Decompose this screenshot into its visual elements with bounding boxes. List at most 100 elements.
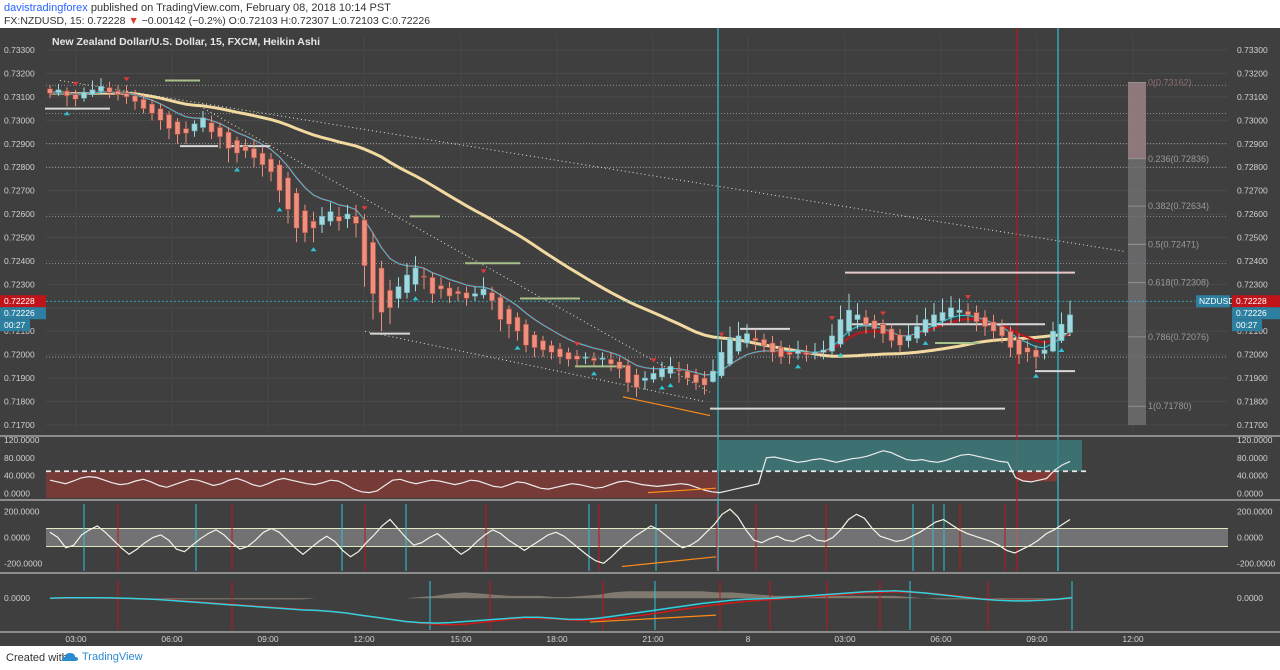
candle-body: [98, 86, 104, 92]
fractal-marker-teal: [64, 111, 70, 116]
y-tick-label-left: 0.73300: [4, 45, 35, 55]
publish-info: published on TradingView.com, February 0…: [90, 2, 391, 14]
candle-body: [489, 292, 495, 302]
price-tag-right-bg: [1232, 295, 1280, 308]
tradingview-cloud-icon: [62, 653, 78, 661]
fib-level-label: 0.786(0.72076): [1148, 332, 1209, 342]
y-tick-label-right: 40.0000: [1237, 471, 1268, 481]
fractal-marker-teal: [412, 296, 419, 301]
candle-body: [803, 352, 810, 355]
fractal-marker-teal: [667, 383, 674, 388]
y-tick-label-right: 0.73000: [1237, 115, 1268, 125]
y-tick-label-right: 0.0000: [1237, 489, 1263, 499]
candle-body: [599, 357, 606, 360]
candle-body: [531, 334, 538, 348]
x-tick-label: 21:00: [642, 634, 664, 644]
x-tick-label: 06:00: [161, 634, 183, 644]
x-tick-label: 03:00: [834, 634, 856, 644]
ohlc-readout: O:0.72103 H:0.72307 L:0.72103 C:0.72226: [228, 15, 431, 27]
candle-body: [846, 309, 852, 332]
y-tick-label-left: 0.72600: [4, 209, 35, 219]
fib-level-label: 0.382(0.72634): [1148, 201, 1209, 211]
y-tick-label-left: 0.71900: [4, 373, 35, 383]
candle-body: [684, 370, 691, 379]
candle-body: [480, 288, 487, 296]
candle-body: [922, 319, 929, 333]
candle-body: [956, 309, 963, 313]
x-tick-label: 09:00: [257, 634, 279, 644]
countdown-right-bg: [1232, 319, 1262, 332]
fractal-marker-red: [650, 358, 657, 363]
candle-body: [871, 320, 878, 330]
down-arrow-icon: ▼: [128, 15, 139, 27]
price-tag-left: 0.72228: [4, 296, 35, 306]
candle-body: [557, 348, 563, 358]
candle-body: [106, 87, 113, 93]
y-tick-label-right: 0.71900: [1237, 373, 1268, 383]
y-tick-label-left: 0.0000: [4, 593, 30, 603]
candle-body: [863, 316, 869, 325]
candle-body: [693, 374, 699, 384]
axes-layer: 0.73300 0.73300 0.73200 0.73200 0.73100 0.731…: [0, 45, 1280, 646]
fractal-marker-teal: [310, 247, 317, 252]
candle-body: [888, 328, 895, 341]
oscillator-2-pane: [46, 504, 1228, 571]
symbol-tag: NZDUSD: [1199, 296, 1234, 306]
candle-body: [999, 326, 1005, 337]
candle-body: [948, 307, 954, 318]
candle-body: [429, 277, 436, 295]
candle-body: [1007, 330, 1014, 348]
fib-level-label: 0(0.73162): [1148, 77, 1192, 87]
osc1-bear-zone: [46, 471, 718, 498]
candle-body: [769, 342, 776, 353]
candle-body: [642, 377, 648, 381]
candle-body: [778, 347, 784, 358]
candle-body: [931, 314, 937, 327]
y-tick-label-left: 0.72700: [4, 186, 35, 196]
x-tick-label: 15:00: [450, 634, 472, 644]
candle-body: [395, 286, 402, 299]
trendline-lower: [199, 105, 711, 393]
y-tick-label-right: 0.73200: [1237, 68, 1268, 78]
fractal-marker-red: [361, 206, 368, 211]
candle-body: [982, 316, 988, 327]
x-tick-label: 09:00: [1026, 634, 1048, 644]
y-tick-label-left: 0.0000: [4, 489, 30, 499]
fib-level-label: 0.618(0.72308): [1148, 278, 1209, 288]
candle-body: [217, 127, 223, 138]
y-tick-label-left: 40.0000: [4, 471, 35, 481]
fib-level-label: 1(0.71780): [1148, 401, 1192, 411]
candle-body: [761, 339, 767, 346]
candle-body: [650, 373, 657, 380]
chart-area[interactable]: 0(0.73162)0.236(0.72836)0.382(0.72634)0.…: [0, 28, 1280, 646]
y-tick-label-left: 0.72000: [4, 350, 35, 360]
price-tag-right2-bg: [1232, 307, 1280, 320]
fractal-marker-red: [880, 311, 886, 316]
y-tick-label-right: 0.72700: [1237, 186, 1268, 196]
candle-body: [591, 357, 597, 361]
y-tick-label-right: 0.72300: [1237, 279, 1268, 289]
fractal-marker-red: [123, 77, 130, 82]
candle-body: [319, 216, 325, 225]
candle-body: [744, 333, 750, 344]
y-tick-label-right: 0.72500: [1237, 233, 1268, 243]
osc1-bear-zone-2: [1017, 471, 1057, 482]
divergence-line-main: [622, 396, 711, 417]
y-tick-label-right: 0.72900: [1237, 139, 1268, 149]
author-link[interactable]: davistradingforex: [4, 2, 88, 14]
x-tick-label: 03:00: [65, 634, 87, 644]
candle-body: [361, 219, 368, 266]
candle-body: [149, 103, 155, 114]
y-tick-label-right: 0.71800: [1237, 397, 1268, 407]
y-tick-label-right: 120.0000: [1237, 435, 1273, 445]
candle-body: [251, 148, 257, 159]
candle-body: [523, 323, 529, 346]
tradingview-link[interactable]: TradingView: [62, 651, 143, 663]
fractal-marker-teal: [659, 385, 665, 390]
fractal-marker-teal: [795, 364, 801, 369]
candle-body: [973, 312, 980, 323]
candle-body: [659, 368, 665, 378]
y-tick-label-right: 200.0000: [1237, 507, 1273, 517]
osc2-line: [49, 508, 1071, 564]
candle-body: [625, 364, 631, 384]
